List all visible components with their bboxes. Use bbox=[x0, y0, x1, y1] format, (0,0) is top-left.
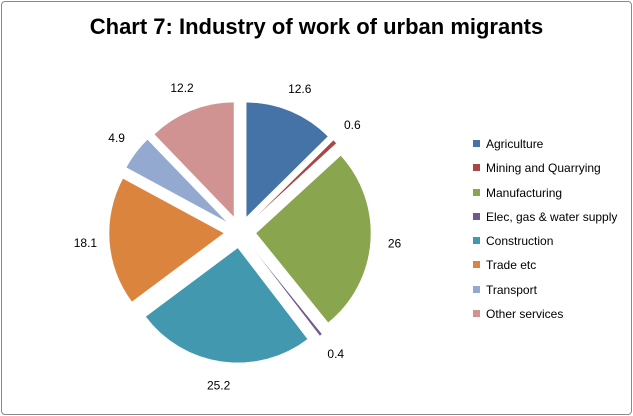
legend-swatch bbox=[473, 164, 480, 172]
legend-swatch bbox=[473, 285, 480, 293]
legend-label: Construction bbox=[486, 234, 554, 249]
data-label-4: 25.2 bbox=[207, 379, 231, 393]
legend-label: Elec, gas & water supply bbox=[486, 209, 618, 224]
legend-label: Agriculture bbox=[486, 137, 544, 151]
pie-slice-5 bbox=[108, 178, 225, 303]
legend-swatch bbox=[473, 212, 480, 220]
data-label-7: 12.2 bbox=[170, 81, 194, 95]
data-label-1: 0.6 bbox=[344, 118, 361, 132]
legend-swatch bbox=[473, 261, 480, 269]
data-label-6: 4.9 bbox=[108, 131, 125, 145]
pie-slice-2 bbox=[255, 155, 372, 324]
legend-swatch bbox=[473, 237, 480, 245]
legend-label: Mining and Quarrying bbox=[486, 161, 601, 176]
legend-swatch bbox=[473, 310, 480, 318]
data-label-2: 26 bbox=[388, 237, 402, 251]
pie-slice-7 bbox=[153, 101, 235, 218]
data-label-0: 12.6 bbox=[288, 82, 312, 96]
data-label-3: 0.4 bbox=[327, 347, 344, 361]
legend-label: Manufacturing bbox=[486, 185, 563, 200]
pie-slice-6 bbox=[125, 139, 228, 223]
data-label-5: 18.1 bbox=[74, 236, 98, 250]
legend-label: Transport bbox=[486, 282, 537, 297]
legend-swatch bbox=[473, 188, 480, 196]
legend-label: Trade etc bbox=[486, 258, 537, 273]
legend-swatch bbox=[473, 140, 480, 147]
pie-slice-1 bbox=[251, 139, 337, 222]
pie-slice-4 bbox=[145, 247, 309, 364]
pie-slice-0 bbox=[245, 101, 329, 218]
pie-slice-3 bbox=[249, 244, 323, 337]
legend-label: Other services bbox=[486, 307, 564, 322]
chart-title: Chart 7: Industry of work of urban migra… bbox=[89, 14, 544, 39]
